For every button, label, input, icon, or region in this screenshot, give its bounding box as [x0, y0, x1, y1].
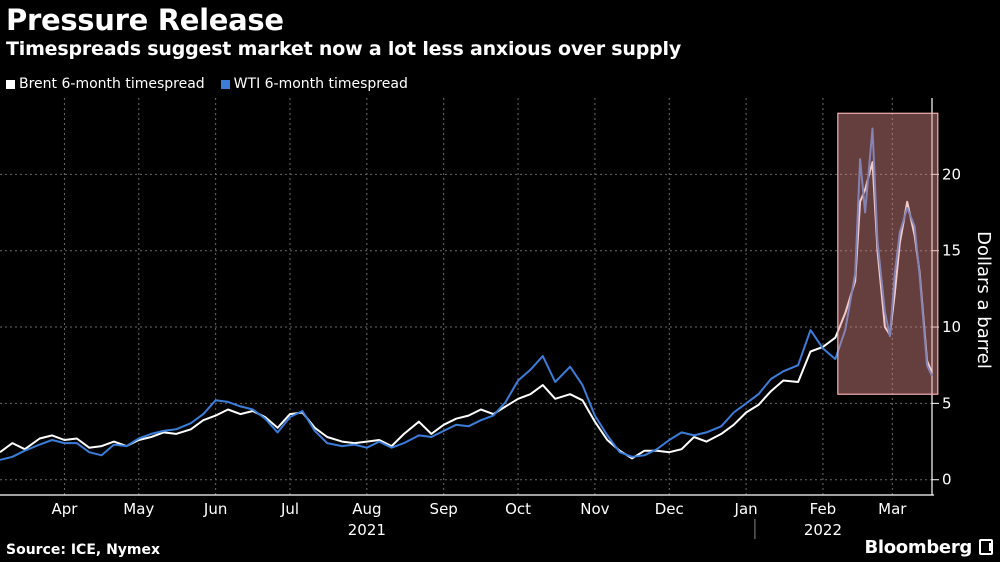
y-tick-label-5: 5 [942, 394, 952, 412]
legend-item-wti: WTI 6-month timespread [220, 76, 408, 92]
y-tick-label-0: 0 [942, 471, 952, 489]
x-tick-label-apr: Apr [51, 500, 78, 518]
chart-subtitle: Timespreads suggest market now a lot les… [6, 38, 682, 60]
x-tick-label-sep: Sep [430, 500, 458, 518]
y-axis-title: Dollars a barrel [973, 231, 994, 369]
legend-swatch-brent [6, 79, 15, 89]
y-tick-label-15: 15 [942, 242, 961, 260]
highlight-box [837, 112, 939, 395]
x-tick-label-dec: Dec [655, 500, 684, 518]
x-tick-label-aug: Aug [352, 500, 381, 518]
x-tick-label-may: May [123, 500, 154, 518]
legend: Brent 6-month timespread WTI 6-month tim… [6, 76, 408, 92]
brand-logo-text: Bloomberg [864, 537, 972, 558]
x-tick-label-jul: Jul [280, 500, 299, 518]
series-line-wti [0, 127, 933, 461]
x-tick-label-feb: Feb [810, 500, 837, 518]
year-label-2021: 2021 [348, 521, 386, 539]
x-tick-label-oct: Oct [505, 500, 531, 518]
x-tick-label-nov: Nov [580, 500, 609, 518]
x-tick-label-jun: Jun [203, 500, 227, 518]
legend-label-brent: Brent 6-month timespread [19, 76, 205, 92]
series-line-brent [0, 161, 933, 460]
source-note: Source: ICE, Nymex [6, 542, 161, 558]
x-tick-label-mar: Mar [878, 500, 907, 518]
year-label-2022: 2022 [804, 521, 842, 539]
legend-label-wti: WTI 6-month timespread [233, 76, 408, 92]
x-tick-label-jan: Jan [734, 500, 758, 518]
y-tick-label-10: 10 [942, 318, 961, 336]
chart-title: Pressure Release [6, 3, 284, 37]
bloomberg-icon [979, 539, 993, 555]
y-tick-label-20: 20 [942, 165, 961, 183]
legend-swatch-wti [220, 79, 230, 89]
legend-item-brent: Brent 6-month timespread [6, 76, 205, 92]
